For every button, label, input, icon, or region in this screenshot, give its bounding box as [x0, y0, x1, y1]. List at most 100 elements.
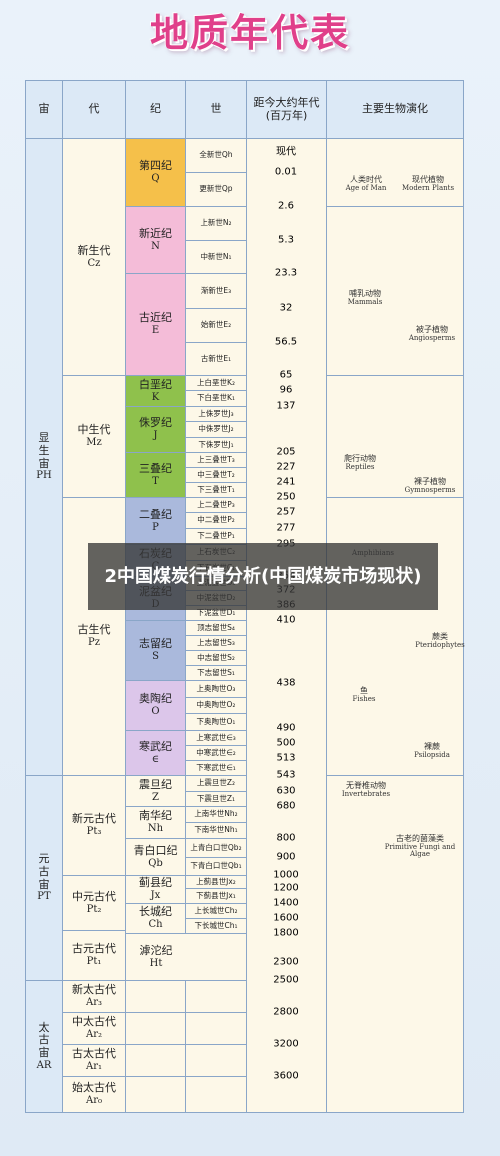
epoch-name: 下二叠世P₁: [197, 531, 235, 541]
period-name: 滹沱纪: [139, 943, 173, 957]
age-label: 现代: [276, 146, 296, 158]
eon-code: PT: [37, 891, 51, 903]
empty-cell: [185, 980, 247, 1013]
epoch-cell: 下志留世S₁: [185, 665, 247, 681]
era-cell: 中元古代 Pt₂: [62, 875, 126, 931]
epoch-cell: 下寒武世∈₁: [185, 760, 247, 776]
life-name: 现代植物: [412, 175, 444, 184]
era-code: Ar₀: [85, 1095, 102, 1107]
period-cell: 新近纪 N: [125, 206, 186, 274]
epoch-cell: 上蓟县世Jx₂: [185, 875, 247, 889]
life-en: Fishes: [352, 694, 376, 703]
epoch-name: 中寒武世∈₂: [196, 747, 236, 757]
era-cell: 古太古代 Ar₁: [62, 1044, 126, 1077]
era-name: 始太古代: [72, 1081, 116, 1095]
empty-cell: [185, 1076, 247, 1113]
epoch-cell: 上侏罗世J₃: [185, 406, 247, 422]
life-name: 鱼: [360, 686, 368, 695]
period-code: N: [151, 240, 160, 252]
epoch-name: 上侏罗世J₃: [198, 408, 234, 418]
epoch-name: 下长城世Ch₁: [194, 920, 238, 930]
age-column: [246, 138, 327, 1113]
era-code: Pt₃: [86, 826, 102, 838]
age-label: 32: [279, 302, 293, 314]
era-name: 古元古代: [72, 942, 116, 956]
epoch-cell: 上三叠世T₃: [185, 452, 247, 468]
era-code: Ar₃: [85, 997, 102, 1009]
period-label: 白垩纪 K: [139, 378, 172, 403]
empty-cell: [125, 1076, 186, 1113]
period-cell: 青白口纪 Qb: [125, 838, 186, 876]
epoch-name: 顶志留世S₄: [197, 622, 235, 632]
era-code: Ar₁: [85, 1061, 102, 1073]
period-code: Qb: [148, 857, 163, 869]
epoch-name: 中奥陶世O₂: [196, 700, 236, 710]
period-cell: 二叠纪 P: [125, 497, 186, 545]
age-label: 137: [276, 400, 296, 412]
epoch-name: 下寒武世∈₁: [196, 762, 236, 772]
epoch-name: 中侏罗世J₂: [198, 424, 234, 434]
age-label: 3600: [273, 1070, 299, 1082]
epoch-name: 上新世N₂: [200, 218, 232, 228]
epoch-cell: 下奥陶世O₁: [185, 713, 247, 731]
empty-cell: [185, 1044, 247, 1077]
period-name: 志留纪: [139, 637, 172, 651]
period-cell: 蓟县纪 Jx: [125, 875, 186, 904]
life-name: 人类时代: [350, 175, 382, 184]
life-cell: [326, 138, 464, 207]
epoch-cell: 上志留世S₃: [185, 635, 247, 651]
epoch-name: 上长城世Ch₂: [194, 905, 238, 915]
epoch-cell: 下长城世Ch₁: [185, 918, 247, 934]
period-label: 长城纪 Ch: [139, 906, 172, 930]
eon-cell: 显生宙 PH: [25, 138, 63, 776]
age-label: 410: [276, 614, 296, 626]
period-label: 震旦纪 Z: [139, 778, 172, 803]
period-name: 奥陶纪: [139, 692, 172, 706]
period-cell: 志留纪 S: [125, 620, 186, 681]
period-cell: 侏罗纪 J: [125, 406, 186, 453]
life-name: 被子植物: [416, 325, 448, 334]
age-label: 23.3: [274, 267, 298, 279]
epoch-name: 渐新世E₃: [200, 285, 232, 295]
period-cell: 白垩纪 K: [125, 375, 186, 407]
age-label: 0.01: [274, 166, 298, 178]
period-name: 长城纪: [139, 905, 172, 919]
life-name: 古老的菌藻类: [396, 834, 444, 843]
epoch-cell: 下南华世Nh₁: [185, 822, 247, 839]
life-name: 裸蕨: [424, 742, 440, 751]
epoch-cell: 中志留世S₂: [185, 650, 247, 666]
epoch-name: 上震旦世Z₂: [196, 778, 236, 788]
life-en: Angiosperms: [408, 333, 456, 342]
period-name: 二叠纪: [139, 507, 172, 521]
overlay-caption: 2中国煤炭行情分析(中国煤炭市场现状): [104, 565, 422, 587]
era-name: 中太古代: [72, 1015, 116, 1029]
period-cell: 滹沱纪 Ht: [125, 933, 247, 981]
period-label: 志留纪 S: [139, 638, 172, 662]
period-code: Z: [152, 791, 159, 803]
age-label: 1400: [273, 897, 299, 909]
period-label: 新近纪 N: [139, 227, 172, 252]
period-label: 二叠纪 P: [139, 507, 172, 533]
age-label: 680: [276, 800, 296, 812]
period-cell: 长城纪 Ch: [125, 903, 186, 934]
age-label: 900: [276, 851, 296, 863]
period-cell: 寒武纪 ∈: [125, 730, 186, 776]
age-label: 630: [276, 785, 296, 797]
era-cell: 中太古代 Ar₂: [62, 1012, 126, 1045]
period-code: J: [153, 430, 158, 442]
epoch-cell: 上震旦世Z₂: [185, 775, 247, 792]
period-label: 三叠纪 T: [139, 462, 172, 487]
period-label: 奥陶纪 O: [139, 693, 172, 717]
epoch-cell: 中二叠世P₂: [185, 512, 247, 529]
epoch-name: 上南华世Nh₂: [194, 809, 238, 819]
life-en: Mammals: [347, 297, 383, 306]
empty-cell: [125, 980, 186, 1013]
life-en: Age of Man: [345, 183, 387, 192]
life-name: 无脊椎动物: [346, 781, 386, 790]
column-header: 宙: [38, 102, 50, 116]
epoch-name: 中二叠世P₂: [197, 515, 235, 525]
epoch-name: 古新世E₁: [200, 353, 232, 363]
epoch-cell: 上新世N₂: [185, 206, 247, 241]
epoch-cell: 中三叠世T₂: [185, 467, 247, 483]
